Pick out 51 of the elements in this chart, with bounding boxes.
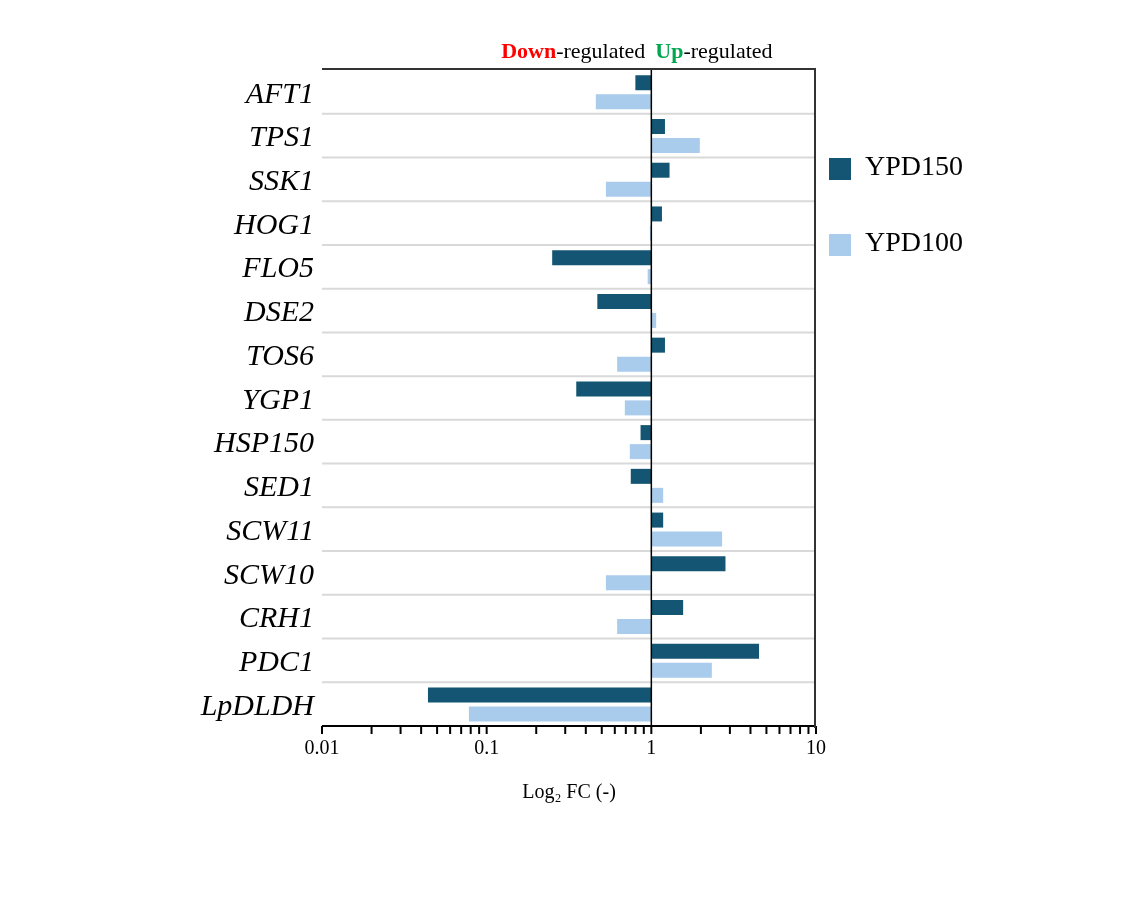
bar xyxy=(651,531,723,547)
y-tick-label: DSE2 xyxy=(243,294,314,328)
legend-label: YPD150 xyxy=(865,150,964,181)
bar xyxy=(651,600,684,616)
bar xyxy=(630,468,652,484)
bar xyxy=(427,687,652,703)
bar xyxy=(640,425,652,441)
bar xyxy=(617,356,652,372)
bar xyxy=(624,400,652,416)
x-axis-title: Log₂ FC (-) xyxy=(522,780,616,803)
bar xyxy=(595,94,652,110)
bar xyxy=(651,643,760,659)
bar xyxy=(651,512,664,528)
x-tick-label: 0.1 xyxy=(474,736,500,758)
y-tick-label: LpDLDH xyxy=(199,687,317,721)
y-tick-label: HSP150 xyxy=(213,425,314,459)
bar xyxy=(629,444,652,460)
bar xyxy=(552,250,652,266)
bar xyxy=(651,662,712,678)
y-tick-label: FLO5 xyxy=(241,250,314,284)
y-tick-label: SCW10 xyxy=(224,556,314,590)
y-tick-label: PDC1 xyxy=(238,644,314,678)
y-tick-label: YGP1 xyxy=(242,381,314,415)
y-tick-label: HOG1 xyxy=(233,206,314,240)
bar xyxy=(651,118,665,134)
y-tick-label: CRH1 xyxy=(239,600,314,634)
x-tick-label: 10 xyxy=(806,736,826,758)
bar xyxy=(651,162,670,178)
x-tick-label: 0.01 xyxy=(304,736,340,758)
bar xyxy=(605,181,652,197)
text: Up-regulated xyxy=(655,38,773,64)
y-tick-label: SCW11 xyxy=(226,512,314,546)
bar xyxy=(651,556,726,572)
y-tick-label: AFT1 xyxy=(243,75,314,109)
y-tick-label: SSK1 xyxy=(248,162,314,196)
bar xyxy=(651,206,662,222)
legend-label: YPD100 xyxy=(865,226,964,257)
bar xyxy=(617,619,652,635)
bar xyxy=(576,381,652,397)
x-tick-label: 1 xyxy=(646,736,657,758)
bar xyxy=(597,293,652,309)
bar xyxy=(651,137,700,153)
bar xyxy=(651,487,664,503)
bar xyxy=(468,706,652,722)
y-tick-label: SED1 xyxy=(244,469,314,503)
text: Down-regulated xyxy=(501,38,646,64)
bar xyxy=(635,75,652,91)
bar xyxy=(605,575,652,591)
y-tick-label: TPS1 xyxy=(248,119,314,153)
bar xyxy=(651,337,665,353)
y-tick-label: TOS6 xyxy=(246,337,314,371)
